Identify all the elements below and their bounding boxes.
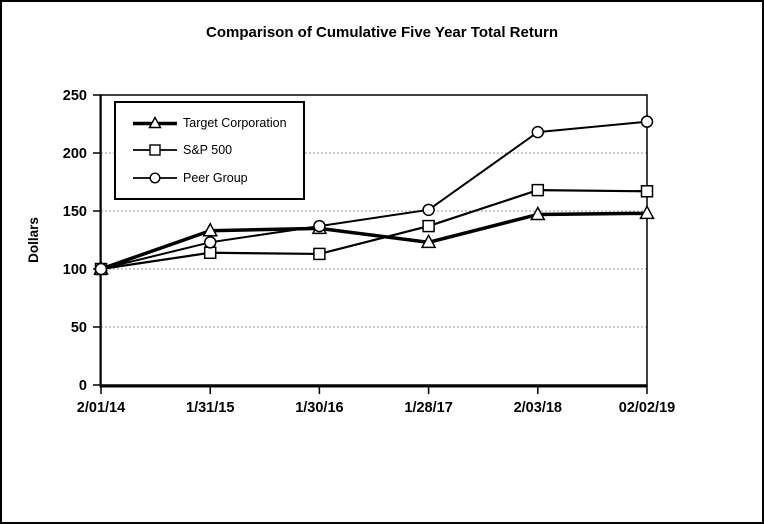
triangle-marker <box>639 204 655 220</box>
y-axis-title: Dollars <box>26 217 41 263</box>
circle-marker <box>531 125 545 139</box>
x-tick-label-2: 1/30/16 <box>295 400 343 416</box>
square-marker <box>531 183 545 197</box>
legend-item-sp500: S&P 500 <box>132 142 303 158</box>
y-tick-label-0: 0 <box>79 378 87 394</box>
y-tick-label-150: 150 <box>63 204 87 220</box>
x-tick-label-3: 1/28/17 <box>404 400 452 416</box>
square-marker <box>203 246 217 260</box>
series-line-circle <box>100 120 648 270</box>
circle-marker <box>640 115 654 128</box>
circle-marker <box>94 262 108 276</box>
circle-marker <box>422 203 435 217</box>
triangle-marker <box>202 222 218 237</box>
legend-item-peer-group: Peer Group <box>132 170 303 186</box>
series-line-square <box>100 189 648 271</box>
legend-label-sp500: S&P 500 <box>183 143 233 158</box>
square-marker <box>640 185 654 198</box>
triangle-marker-icon <box>133 115 177 129</box>
x-tick-label-0: 2/01/14 <box>77 400 125 416</box>
x-tick-label-5: 02/02/19 <box>619 400 675 416</box>
y-tick-label-200: 200 <box>63 146 87 162</box>
square-marker-icon <box>133 144 177 157</box>
triangle-marker <box>420 233 437 249</box>
x-tick-label-4: 2/03/18 <box>514 400 562 416</box>
circle-marker-icon <box>133 172 177 184</box>
circle-marker <box>203 236 217 249</box>
triangle-marker <box>530 205 546 221</box>
circle-marker <box>313 219 326 233</box>
square-marker <box>422 219 435 233</box>
x-tick-label-1: 1/31/15 <box>186 400 234 416</box>
legend-item-target-corporation: Target Corporation <box>132 115 303 131</box>
legend-label-target-corporation: Target Corporation <box>183 115 287 130</box>
square-marker <box>313 247 326 261</box>
y-tick-label-100: 100 <box>63 262 87 278</box>
chart-title: Comparison of Cumulative Five Year Total… <box>205 24 559 41</box>
legend-box: Target Corporation S&P 500 Peer Group <box>114 101 305 200</box>
legend-label-peer-group: Peer Group <box>183 171 248 186</box>
y-tick-label-250: 250 <box>63 88 87 104</box>
y-tick-label-50: 50 <box>71 320 87 336</box>
series-line-triangle <box>100 211 648 271</box>
